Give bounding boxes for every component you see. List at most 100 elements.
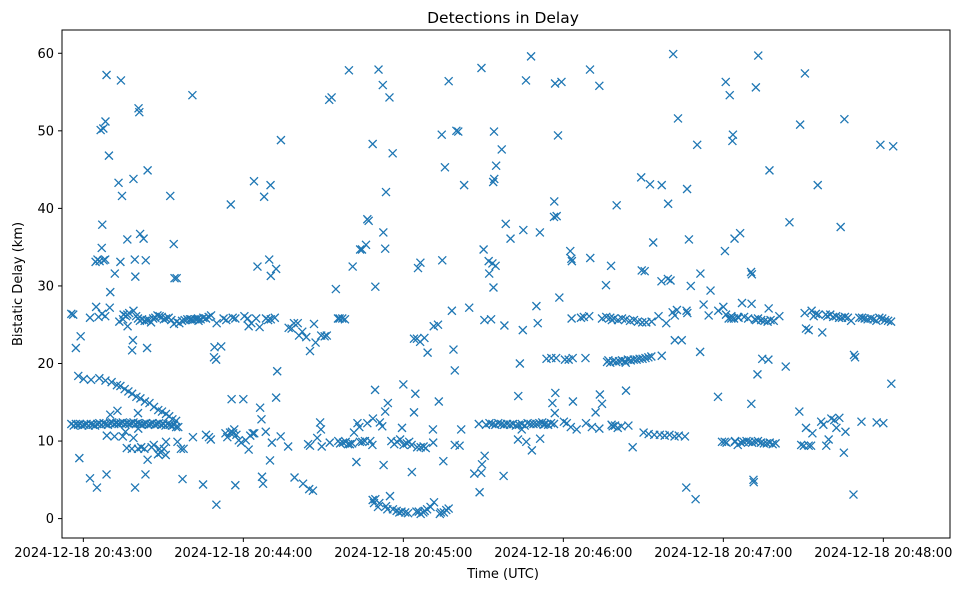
detection-point	[317, 442, 327, 451]
detection-point	[886, 317, 896, 327]
detection-point	[699, 300, 709, 310]
detection-point	[527, 445, 537, 455]
detection-point	[595, 390, 605, 399]
detection-point	[565, 246, 575, 256]
detection-point	[455, 441, 465, 451]
detection-point	[102, 70, 111, 80]
detection-point	[105, 287, 115, 297]
detection-point	[289, 318, 299, 328]
detection-point	[834, 413, 844, 423]
detection-point	[489, 283, 498, 292]
detection-point	[149, 440, 159, 450]
detection-point	[665, 430, 674, 440]
detection-point	[611, 357, 621, 367]
detection-point	[361, 240, 371, 250]
detection-point	[753, 369, 762, 379]
x-tick-label: 2024-12-18 20:44:00	[174, 546, 312, 561]
detection-point	[419, 333, 429, 343]
detection-point	[648, 238, 658, 247]
detection-point	[506, 234, 515, 244]
detection-point	[725, 90, 735, 100]
detection-point	[76, 331, 86, 341]
detection-point	[423, 348, 433, 358]
detection-point	[258, 479, 268, 489]
detection-point	[102, 469, 111, 479]
detection-point	[176, 444, 186, 454]
x-axis-label: Time (UTC)	[466, 567, 539, 582]
detection-point	[236, 438, 246, 448]
detection-point	[91, 302, 101, 312]
detection-point	[357, 437, 367, 447]
detection-point	[849, 350, 859, 360]
detection-point	[638, 354, 647, 364]
detection-point	[568, 397, 578, 406]
detection-point	[804, 325, 814, 335]
detection-point	[603, 355, 613, 365]
detection-point	[123, 321, 133, 331]
detection-point	[141, 255, 151, 265]
detection-point	[807, 306, 817, 316]
detection-point	[730, 436, 740, 446]
detection-point	[488, 177, 498, 187]
detection-point	[345, 439, 355, 449]
detection-point	[489, 127, 499, 137]
detection-point	[104, 151, 114, 161]
detection-point	[209, 352, 219, 362]
detection-point	[362, 418, 372, 428]
detection-point	[587, 422, 597, 432]
detection-point	[368, 139, 378, 149]
detection-point	[403, 508, 413, 518]
detection-point	[169, 239, 179, 249]
detection-point	[148, 314, 158, 323]
detection-point	[316, 424, 326, 434]
detection-point	[142, 343, 152, 353]
detection-point	[475, 487, 485, 497]
detection-point	[623, 421, 633, 431]
detection-point	[846, 316, 856, 326]
detection-point	[85, 313, 95, 323]
detection-point	[266, 271, 276, 281]
detection-point	[769, 316, 779, 326]
detection-point	[549, 212, 559, 222]
detection-point	[880, 315, 890, 325]
detection-point	[338, 438, 348, 448]
detection-point	[680, 431, 690, 441]
detection-point	[383, 398, 393, 408]
detection-point	[201, 314, 211, 323]
detection-point	[453, 127, 463, 137]
detection-point	[194, 316, 203, 326]
detection-point	[840, 312, 850, 322]
detection-point	[641, 353, 650, 363]
detection-point	[398, 379, 408, 389]
detection-point	[737, 298, 747, 308]
detection-point	[227, 394, 237, 404]
detection-point	[437, 255, 447, 265]
detection-point	[385, 491, 395, 501]
detection-point	[818, 420, 828, 430]
detection-point	[322, 331, 332, 341]
detection-point	[813, 180, 823, 190]
detection-point	[749, 475, 758, 485]
detection-point	[677, 335, 687, 345]
detection-point	[116, 75, 126, 85]
detection-point	[681, 483, 691, 493]
detection-point	[172, 273, 182, 283]
detection-point	[309, 319, 319, 329]
detection-point	[94, 373, 104, 383]
detection-point	[857, 313, 867, 323]
detection-point	[704, 310, 714, 320]
detection-point	[491, 161, 501, 171]
detection-point	[801, 423, 811, 433]
detection-point	[533, 318, 543, 328]
detection-point	[261, 427, 271, 437]
detection-point	[549, 196, 559, 206]
detection-point	[606, 261, 616, 271]
detection-point	[883, 316, 893, 326]
detection-point	[857, 417, 866, 427]
detection-point	[806, 441, 816, 451]
detection-point	[585, 65, 595, 75]
detection-point	[518, 325, 528, 335]
detection-point	[290, 473, 299, 482]
detection-point	[395, 435, 405, 444]
detection-point	[301, 332, 311, 342]
